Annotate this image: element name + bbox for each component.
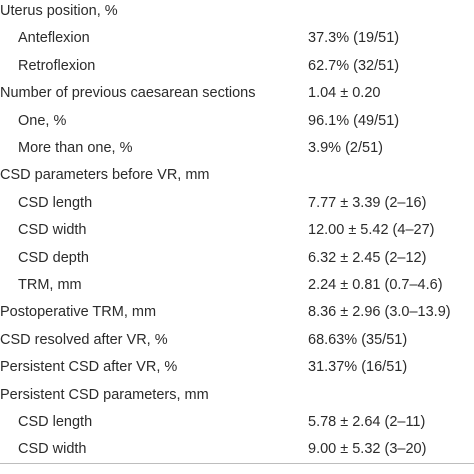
row-value: 2.24 ± 0.81 (0.7–4.6)	[308, 277, 443, 293]
row-label: CSD width	[18, 441, 87, 458]
row-value: 6.32 ± 2.45 (2–12)	[308, 249, 427, 266]
row-label: Retroflexion	[18, 57, 96, 74]
row-label: One, %	[18, 112, 67, 129]
row-value: 12.00 ± 5.42 (4–27)	[308, 222, 435, 239]
row-value: 37.3% (19/51)	[308, 30, 400, 47]
row-label: CSD length	[18, 414, 93, 430]
row-label: Postoperative TRM, mm	[0, 304, 157, 321]
row-value: 7.77 ± 3.39 (2–16)	[308, 194, 427, 211]
table-row: TRM, mm 2.24 ± 0.81 (0.7–4.6)	[0, 272, 474, 299]
table-row: Postoperative TRM, mm 8.36 ± 2.96 (3.0–1…	[0, 299, 474, 326]
table-row: CSD resolved after VR, % 68.63% (35/51)	[0, 327, 474, 354]
row-label: CSD parameters before VR, mm	[0, 167, 210, 184]
table-row: Retroflexion 62.7% (32/51)	[0, 53, 474, 80]
row-value: 8.36 ± 2.96 (3.0–13.9)	[308, 304, 451, 321]
table-row: CSD parameters before VR, mm	[0, 162, 474, 189]
table-row: More than one, % 3.9% (2/51)	[0, 135, 474, 162]
row-label: More than one, %	[18, 140, 133, 156]
table-row: Number of previous caesarean sections 1.…	[0, 80, 474, 107]
row-value: 9.00 ± 5.32 (3–20)	[308, 441, 427, 458]
table-row: CSD length 7.77 ± 3.39 (2–16)	[0, 190, 474, 217]
table-row: CSD length 5.78 ± 2.64 (2–11)	[0, 409, 474, 436]
row-label: Persistent CSD after VR, %	[0, 359, 178, 376]
row-label: CSD width	[18, 222, 87, 239]
table-row: CSD width 9.00 ± 5.32 (3–20)	[0, 436, 474, 463]
row-value: 68.63% (35/51)	[308, 331, 408, 348]
table-row: Persistent CSD parameters, mm	[0, 382, 474, 409]
row-label: Number of previous caesarean sections	[0, 85, 256, 102]
row-label: Persistent CSD parameters, mm	[0, 386, 209, 403]
bottom-rule	[0, 462, 474, 464]
row-label: CSD length	[18, 194, 93, 211]
row-value: 5.78 ± 2.64 (2–11)	[308, 414, 426, 430]
row-label: Uterus position, %	[0, 3, 118, 19]
table-row: CSD width 12.00 ± 5.42 (4–27)	[0, 217, 474, 244]
row-label: CSD depth	[18, 249, 89, 266]
row-value: 3.9% (2/51)	[308, 140, 383, 156]
row-value: 31.37% (16/51)	[308, 359, 408, 376]
table-row: CSD depth 6.32 ± 2.45 (2–12)	[0, 245, 474, 272]
row-label: TRM, mm	[18, 277, 82, 293]
row-value: 62.7% (32/51)	[308, 57, 400, 74]
row-value: 96.1% (49/51)	[308, 112, 400, 129]
table-row: One, % 96.1% (49/51)	[0, 108, 474, 135]
row-label: Anteflexion	[18, 30, 90, 47]
table-row: Uterus position, %	[0, 0, 474, 25]
row-label: CSD resolved after VR, %	[0, 331, 168, 348]
table-row: Anteflexion 37.3% (19/51)	[0, 25, 474, 52]
row-value: 1.04 ± 0.20	[308, 85, 381, 102]
table-row: Persistent CSD after VR, % 31.37% (16/51…	[0, 354, 474, 381]
